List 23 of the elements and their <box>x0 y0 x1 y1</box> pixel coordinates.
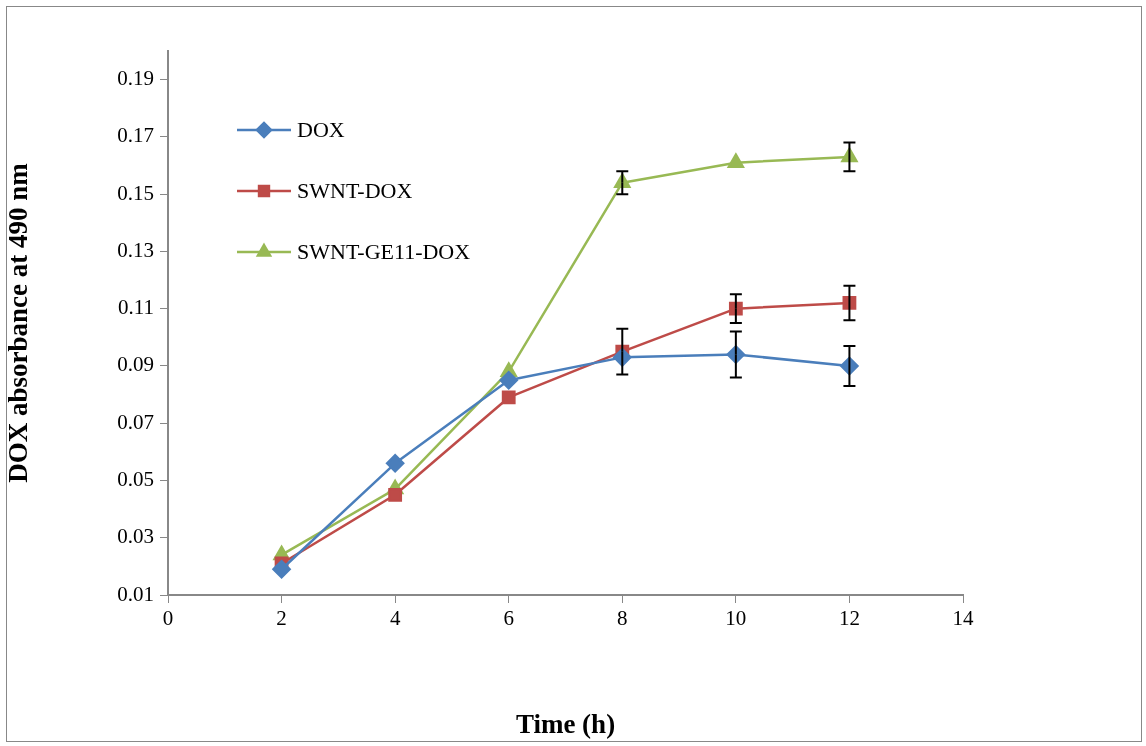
x-tick-label: 10 <box>725 606 747 631</box>
x-tick-label: 0 <box>162 606 174 631</box>
x-tick-label: 8 <box>617 606 628 631</box>
y-tick-label: 0.07 <box>117 409 154 434</box>
x-tick-label: 6 <box>503 606 514 631</box>
y-tick-label: 0.17 <box>117 123 154 148</box>
legend-label: SWNT-DOX <box>297 177 413 203</box>
x-tick-label: 12 <box>838 606 860 631</box>
y-tick-label: 0.09 <box>117 352 154 377</box>
y-tick-label: 0.15 <box>117 180 154 205</box>
x-tick-label: 14 <box>952 606 974 631</box>
y-axis-title: DOX absorbance at 490 nm <box>3 162 34 483</box>
y-tick-label: 0.13 <box>117 237 154 262</box>
y-tick-label: 0.03 <box>117 524 154 549</box>
y-tick-label: 0.19 <box>117 66 154 91</box>
x-tick-label: 4 <box>389 606 401 631</box>
y-tick-label: 0.01 <box>117 581 154 606</box>
y-tick-label: 0.05 <box>117 466 154 491</box>
y-tick-label: 0.11 <box>118 295 154 320</box>
legend-label: DOX <box>297 116 345 142</box>
x-axis-title: Time (h) <box>515 708 616 739</box>
x-tick-label: 2 <box>276 606 287 631</box>
legend-label: SWNT-GE11-DOX <box>297 238 471 264</box>
